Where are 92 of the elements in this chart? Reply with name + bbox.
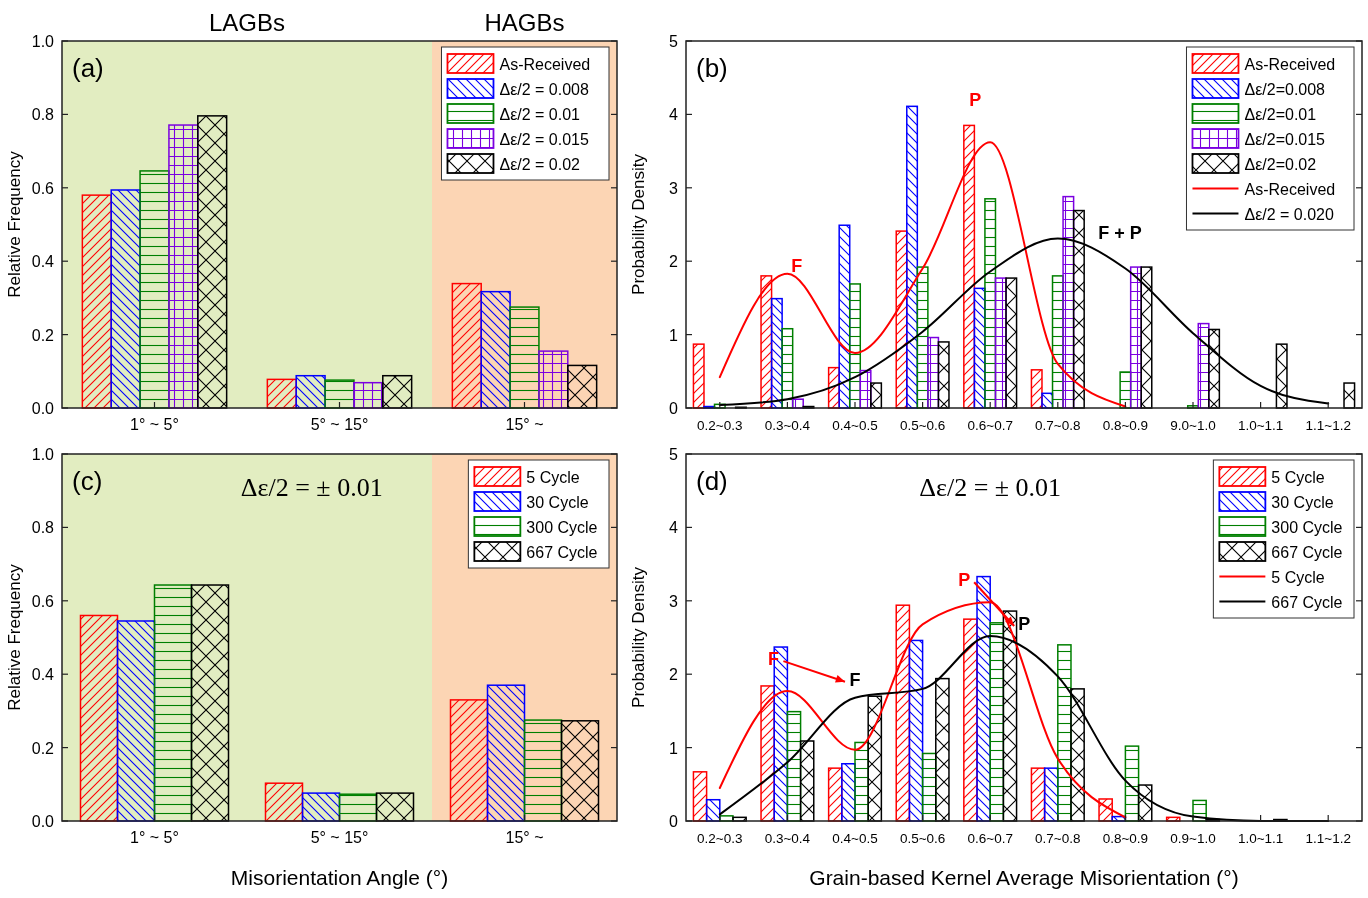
x-tick-label: 5° ~ 15° bbox=[310, 416, 369, 433]
x-tick-label: 0.8~0.9 bbox=[1102, 418, 1149, 433]
legend-label: 667 Cycle bbox=[1271, 593, 1343, 611]
x-tick-label: 0.7~0.8 bbox=[1035, 831, 1081, 846]
x-tick-label: 1.1~1.2 bbox=[1305, 418, 1351, 433]
y-axis-title: Relative Frequency bbox=[5, 150, 24, 298]
x-tick-label: 0.2~0.3 bbox=[697, 418, 743, 433]
band-label: HAGBs bbox=[484, 9, 565, 36]
annotation: F + P bbox=[1098, 223, 1142, 244]
annotation: (a) bbox=[72, 53, 104, 83]
band-label: LAGBs bbox=[208, 9, 286, 36]
y-tick-label: 0.0 bbox=[31, 400, 55, 417]
y-tick-label: 5 bbox=[669, 33, 679, 50]
x-tick-label: 0.5~0.6 bbox=[899, 831, 946, 846]
y-tick-label: 0.8 bbox=[31, 106, 55, 124]
x-tick-label: 1.0~1.1 bbox=[1237, 418, 1284, 433]
legend-label: 30 Cycle bbox=[526, 493, 589, 511]
y-axis-title: Probability Density bbox=[629, 566, 648, 708]
y-tick-label: 0 bbox=[669, 400, 679, 417]
y-tick-label: 4 bbox=[669, 106, 679, 124]
legend-label: Δε/2=0.008 bbox=[1244, 80, 1326, 98]
y-tick-label: 1 bbox=[669, 326, 679, 344]
x-tick-label: 9.0~1.0 bbox=[1170, 418, 1216, 433]
y-tick-label: 5 bbox=[669, 446, 679, 463]
annotation: (c) bbox=[72, 466, 103, 496]
x-tick-label: 5° ~ 15° bbox=[310, 829, 369, 846]
x-tick-label: 0.7~0.8 bbox=[1035, 418, 1081, 433]
y-tick-label: 2 bbox=[669, 253, 679, 271]
y-axis-title: Relative Frequency bbox=[5, 563, 24, 711]
annotation: F bbox=[791, 256, 803, 277]
legend-label: Δε/2=0.01 bbox=[1244, 105, 1317, 123]
legend-label: Δε/2 = 0.01 bbox=[499, 105, 581, 123]
y-tick-label: 4 bbox=[669, 519, 679, 537]
legend-label: Δε/2=0.015 bbox=[1244, 130, 1326, 148]
x-tick-label: 0.8~0.9 bbox=[1102, 831, 1149, 846]
annotation: P bbox=[1018, 614, 1031, 635]
y-tick-label: 0.6 bbox=[31, 179, 55, 197]
x-tick-label: 0.6~0.7 bbox=[967, 831, 1013, 846]
y-tick-label: 3 bbox=[669, 179, 679, 197]
y-tick-label: 0.4 bbox=[31, 253, 55, 271]
legend-label: 5 Cycle bbox=[526, 468, 580, 486]
annotation: P bbox=[969, 89, 982, 110]
y-tick-label: 0.2 bbox=[31, 739, 55, 757]
y-tick-label: 0 bbox=[669, 813, 679, 830]
y-tick-label: 1.0 bbox=[31, 446, 55, 463]
legend-label: 667 Cycle bbox=[526, 543, 598, 561]
x-tick-label: 1° ~ 5° bbox=[130, 416, 179, 433]
y-tick-label: 1.0 bbox=[31, 33, 55, 50]
x-tick-label: 1° ~ 5° bbox=[130, 829, 179, 846]
annotation: Δε/2 = ± 0.01 bbox=[919, 473, 1062, 502]
x-axis-title: Misorientation Angle (°) bbox=[230, 866, 449, 889]
legend-label: Δε/2 = 0.008 bbox=[499, 80, 590, 98]
x-tick-label: 0.5~0.6 bbox=[899, 418, 946, 433]
legend-label: Δε/2 = 0.015 bbox=[499, 130, 590, 148]
x-tick-label: 0.2~0.3 bbox=[697, 831, 743, 846]
legend-label: 5 Cycle bbox=[1271, 568, 1325, 586]
y-tick-label: 0.6 bbox=[31, 592, 55, 610]
x-tick-label: 0.4~0.5 bbox=[832, 418, 878, 433]
x-tick-label: 0.6~0.7 bbox=[967, 418, 1013, 433]
x-axis-title: Grain-based Kernel Average Misorientation (°) bbox=[809, 866, 1239, 889]
legend-label: 300 Cycle bbox=[1271, 518, 1343, 536]
y-tick-label: 2 bbox=[669, 666, 679, 684]
x-tick-label: 0.3~0.4 bbox=[764, 831, 811, 846]
annotation: Δε/2 = ± 0.01 bbox=[240, 473, 383, 502]
legend-label: 30 Cycle bbox=[1271, 493, 1334, 511]
x-tick-label: 15° ~ bbox=[505, 829, 544, 846]
legend-label: Δε/2 = 0.020 bbox=[1244, 205, 1335, 223]
y-tick-label: 0.8 bbox=[31, 519, 55, 537]
y-tick-label: 0.4 bbox=[31, 666, 55, 684]
legend-label: 667 Cycle bbox=[1271, 543, 1343, 561]
y-axis-title: Probability Density bbox=[629, 153, 648, 295]
y-tick-label: 3 bbox=[669, 592, 679, 610]
legend-label: Δε/2 = 0.02 bbox=[499, 155, 581, 173]
annotation: (d) bbox=[696, 466, 728, 496]
legend-label: Δε/2=0.02 bbox=[1244, 155, 1317, 173]
x-tick-label: 0.4~0.5 bbox=[832, 831, 878, 846]
annotation: F bbox=[849, 669, 861, 690]
x-tick-label: 0.3~0.4 bbox=[764, 418, 811, 433]
annotation: (b) bbox=[696, 53, 728, 83]
y-tick-label: 1 bbox=[669, 739, 679, 757]
x-tick-label: 1.1~1.2 bbox=[1305, 831, 1351, 846]
y-tick-label: 0.0 bbox=[31, 813, 55, 830]
legend-label: 5 Cycle bbox=[1271, 468, 1325, 486]
x-tick-label: 0.9~1.0 bbox=[1170, 831, 1216, 846]
legend-label: As-Received bbox=[499, 55, 591, 73]
annotation: P bbox=[958, 570, 971, 591]
legend-label: 300 Cycle bbox=[526, 518, 598, 536]
y-tick-label: 0.2 bbox=[31, 326, 55, 344]
x-tick-label: 15° ~ bbox=[505, 416, 544, 433]
legend-label: As-Received bbox=[1244, 180, 1336, 198]
legend-label: As-Received bbox=[1244, 55, 1336, 73]
x-tick-label: 1.0~1.1 bbox=[1237, 831, 1284, 846]
